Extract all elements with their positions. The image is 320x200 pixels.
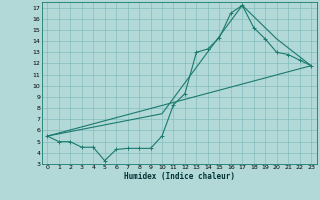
X-axis label: Humidex (Indice chaleur): Humidex (Indice chaleur)	[124, 172, 235, 181]
